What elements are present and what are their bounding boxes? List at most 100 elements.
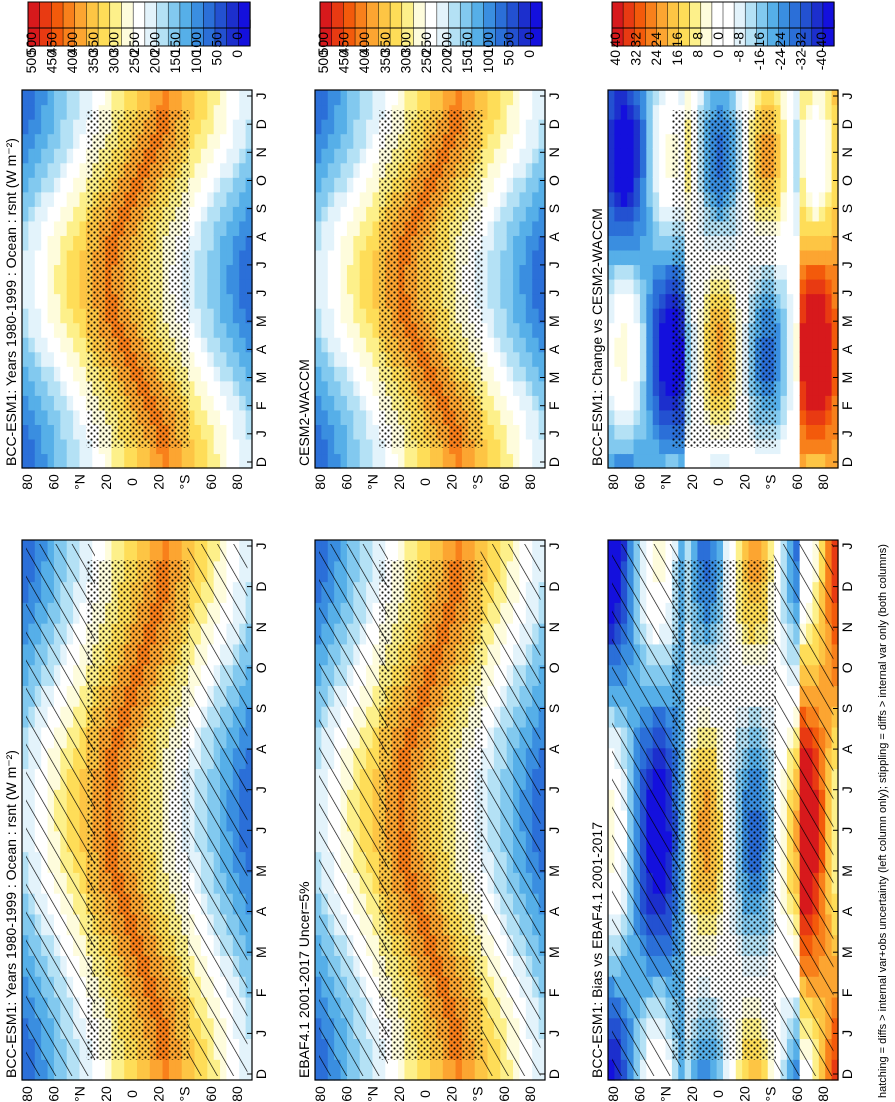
heatmap-cell	[188, 409, 196, 425]
heatmap-cell	[66, 293, 74, 309]
heatmap-cell	[684, 540, 692, 562]
heatmap-cell	[513, 206, 521, 222]
heatmap-cell	[366, 264, 374, 280]
heatmap-cell	[66, 162, 74, 178]
heatmap-cell	[538, 706, 546, 728]
heatmap-cell	[245, 664, 253, 686]
heatmap-cell	[346, 453, 354, 469]
heatmap-cell	[232, 279, 240, 295]
heatmap-cell	[245, 913, 253, 936]
x-tick-label: D	[546, 1069, 562, 1079]
heatmap-cell	[500, 438, 508, 455]
heatmap-cell	[532, 249, 540, 266]
heatmap-cell	[47, 279, 55, 295]
heatmap-cell	[340, 308, 348, 324]
heatmap-cell	[213, 162, 221, 178]
heatmap-cell	[620, 279, 628, 295]
heatmap-cell	[226, 279, 234, 295]
heatmap-cell	[220, 366, 228, 382]
heatmap-cell	[188, 235, 196, 251]
heatmap-cell	[79, 366, 87, 382]
heatmap-cell	[105, 540, 113, 562]
x-tick-label: S	[546, 204, 562, 213]
heatmap-cell	[117, 453, 125, 469]
heatmap-cell	[327, 438, 335, 455]
heatmap-cell	[346, 322, 354, 338]
heatmap-cell	[85, 90, 93, 106]
hatching-overlay-south	[187, 544, 248, 1076]
y-tick-label: 60	[338, 474, 354, 490]
heatmap-cell	[340, 249, 348, 266]
heatmap-cell	[239, 453, 247, 469]
heatmap-cell	[207, 249, 215, 266]
heatmap-cell	[372, 206, 380, 222]
heatmap-cell	[538, 664, 546, 686]
heatmap-cell	[481, 162, 489, 178]
heatmap-cell	[194, 395, 202, 411]
heatmap-cell	[506, 308, 514, 324]
y-tick-label: 20	[150, 1086, 166, 1102]
y-tick-label: 80	[19, 1086, 35, 1102]
heatmap-cell	[245, 1038, 253, 1060]
heatmap-cell	[340, 293, 348, 309]
heatmap-cell	[513, 395, 521, 411]
hatching-overlay-north	[612, 544, 681, 1076]
heatmap-cell	[41, 206, 49, 222]
heatmap-cell	[608, 810, 615, 832]
heatmap-cell	[385, 1059, 393, 1081]
heatmap-cell	[232, 104, 240, 120]
heatmap-cell	[410, 90, 418, 106]
heatmap-cell	[245, 351, 253, 367]
heatmap-cell	[614, 409, 622, 425]
x-tick-label: D	[546, 119, 562, 129]
heatmap-cell	[79, 409, 87, 425]
heatmap-cell	[22, 643, 29, 666]
y-tick-label: °S	[177, 475, 193, 490]
heatmap-cell	[614, 148, 622, 164]
x-tick-label: A	[546, 344, 562, 354]
y-tick-label: 0	[710, 1090, 726, 1098]
heatmap-cell	[372, 424, 380, 440]
x-tick-label: J	[253, 786, 269, 793]
heatmap-cell	[519, 308, 527, 324]
heatmap-cell	[321, 293, 329, 309]
heatmap-cell	[500, 351, 508, 367]
heatmap-cell	[207, 191, 215, 207]
heatmap-cell	[519, 337, 527, 353]
heatmap-cell	[200, 148, 208, 164]
heatmap-cell	[105, 453, 113, 469]
heatmap-cell	[710, 540, 718, 562]
heatmap-cell	[194, 206, 202, 222]
y-tick-label: 60	[203, 474, 219, 490]
heatmap-cell	[366, 177, 374, 193]
x-tick-label: J	[546, 786, 562, 793]
heatmap-cell	[359, 90, 367, 106]
y-tick-label: 20	[98, 1086, 114, 1102]
heatmap-cell	[525, 366, 533, 382]
heatmap-cell	[220, 453, 228, 469]
heatmap-cell	[207, 148, 215, 164]
panel-title: BCC-ESM1: Bias vs EBAF4.1 2001-2017	[589, 822, 605, 1078]
heatmap-cell	[28, 177, 36, 193]
heatmap-cell	[239, 366, 247, 382]
heatmap-cell	[493, 148, 501, 164]
x-tick-label: J	[546, 261, 562, 268]
heatmap-cell	[60, 191, 68, 207]
heatmap-cell	[519, 220, 527, 236]
heatmap-cell	[372, 279, 380, 295]
heatmap-cell	[525, 279, 533, 295]
heatmap-cell	[340, 395, 348, 411]
y-tick-label: °S	[470, 475, 486, 490]
y-tick-label: 80	[522, 1086, 538, 1102]
heatmap-cell	[245, 623, 253, 645]
stippling-overlay	[379, 110, 483, 448]
heatmap-cell	[366, 424, 374, 440]
heatmap-cell	[220, 279, 228, 295]
heatmap-cell	[608, 366, 615, 382]
heatmap-cell	[493, 119, 501, 135]
heatmap-cell	[346, 177, 354, 193]
x-tick-label: D	[253, 582, 269, 592]
panel-title: CESM2-WACCM	[296, 359, 312, 466]
y-tick-label: °N	[365, 474, 381, 490]
heatmap-cell	[79, 322, 87, 338]
